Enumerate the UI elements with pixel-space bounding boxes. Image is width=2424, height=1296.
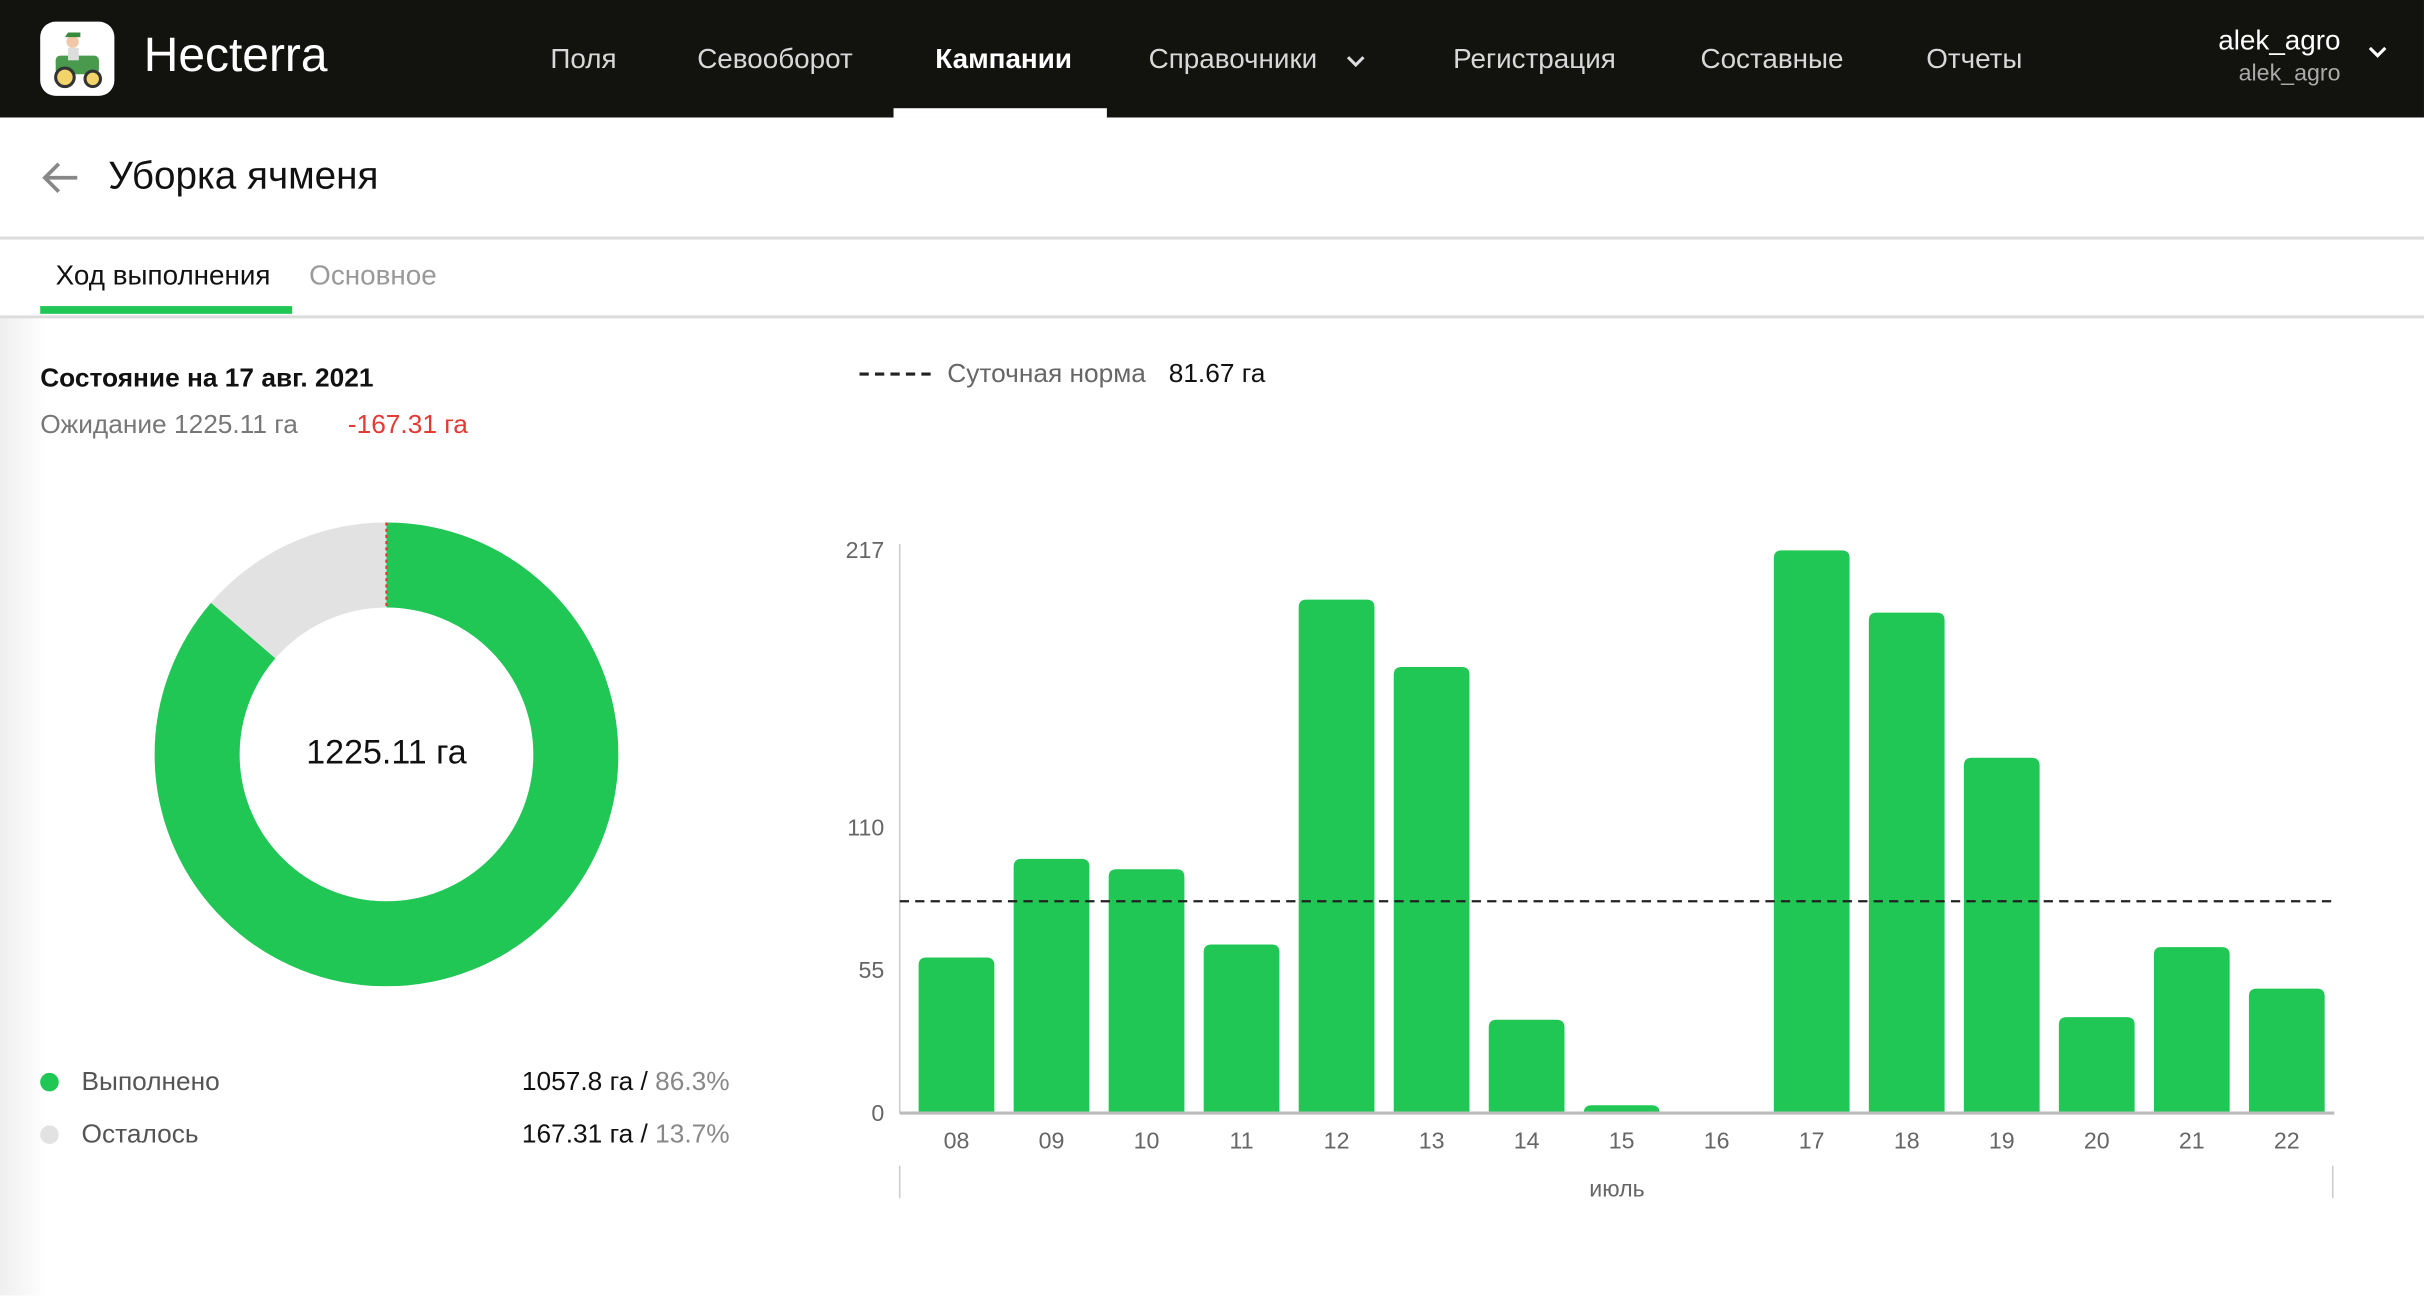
x-tick-label: 10	[1134, 1128, 1160, 1154]
x-tick-label: 12	[1324, 1128, 1350, 1154]
nav-directories-label: Справочники	[1148, 43, 1318, 75]
x-tick-label: 22	[2274, 1128, 2300, 1154]
x-tick-label: 09	[1039, 1128, 1065, 1154]
tab-main[interactable]: Основное	[309, 259, 437, 291]
y-tick-label: 0	[871, 1100, 884, 1126]
donut-chart	[154, 522, 619, 987]
nav-composite[interactable]: Составные	[1700, 43, 1844, 75]
x-tick-label: 18	[1894, 1128, 1920, 1154]
bar-22	[2248, 988, 2325, 1114]
x-tick-label: 20	[2084, 1128, 2110, 1154]
x-tick-label: 16	[1704, 1128, 1730, 1154]
user-login: alek_agro	[2238, 60, 2341, 87]
norm-label: Суточная норма	[947, 358, 1146, 389]
bar-13	[1393, 667, 1470, 1114]
x-tick-label: 19	[1989, 1128, 2015, 1154]
bar-08	[918, 957, 995, 1114]
legend-remaining: Осталось 167.31 га / 13.7%	[40, 1119, 730, 1150]
nav-active-indicator	[893, 108, 1107, 118]
legend-done-percent: 86.3%	[655, 1066, 730, 1097]
status-heading: Состояние на 17 авг. 2021	[40, 363, 374, 393]
nav-reports[interactable]: Отчеты	[1926, 43, 2023, 75]
bar-09	[1013, 858, 1090, 1114]
nav-directories[interactable]: Справочники	[1149, 43, 1366, 75]
bar-20	[2058, 1017, 2135, 1114]
x-tick-label: 08	[944, 1128, 970, 1154]
x-tick-label: 14	[1514, 1128, 1540, 1154]
bar-21	[2153, 947, 2230, 1114]
nav-crop-rotation[interactable]: Севооборот	[697, 43, 853, 75]
norm-value: 81.67 га	[1168, 358, 1266, 389]
bar-10	[1108, 869, 1185, 1114]
nav-registration[interactable]: Регистрация	[1453, 43, 1616, 75]
delta-area: -167.31 га	[347, 409, 468, 440]
done-dot-icon	[40, 1072, 59, 1092]
x-tick-label: 11	[1230, 1128, 1254, 1154]
x-tick-label: 17	[1799, 1128, 1825, 1154]
bar-chart: 0 55 110 217 08 09 10 11 12 13 14 15 16 17 18 19 20 21 22 и…	[846, 537, 2335, 1202]
page-header: Уборка ячменя	[0, 117, 2424, 240]
y-tick-label: 110	[847, 815, 884, 841]
legend-done: Выполнено 1057.8 га / 86.3%	[40, 1066, 730, 1098]
tab-progress[interactable]: Ход выполнения	[55, 259, 271, 291]
chart-legend: Суточная норма 81.67 га	[859, 358, 1266, 390]
brand-name: Hecterra	[143, 27, 328, 82]
tab-active-indicator	[40, 306, 293, 314]
chevron-down-icon	[1347, 56, 1365, 68]
user-name: alek_agro	[2218, 24, 2341, 56]
bar-12	[1298, 599, 1375, 1114]
nav-fields[interactable]: Поля	[550, 43, 617, 75]
remaining-dot-icon	[40, 1125, 59, 1144]
user-chevron-down-icon[interactable]	[2368, 46, 2387, 58]
x-tick-label: 13	[1419, 1128, 1445, 1154]
bar-11	[1203, 944, 1280, 1114]
bar-17	[1773, 550, 1850, 1114]
page-title: Уборка ячменя	[108, 154, 379, 198]
bar-14	[1488, 1019, 1565, 1114]
expected-area: Ожидание 1225.11 га	[40, 409, 298, 440]
legend-done-label: Выполнено	[81, 1066, 220, 1097]
legend-remaining-value: 167.31 га	[521, 1119, 634, 1149]
top-navbar: Hecterra Поля Севооборот Кампании Справо…	[0, 0, 2424, 118]
x-tick-label: 15	[1609, 1128, 1635, 1154]
y-tick-label: 55	[858, 957, 884, 983]
user-menu[interactable]: alek_agro alek_agro	[2218, 25, 2340, 87]
legend-remaining-label: Осталось	[81, 1119, 199, 1149]
legend-remaining-percent: 13.7%	[655, 1119, 730, 1149]
donut-center-label: 1225.11 га	[306, 732, 467, 772]
x-tick-label: 21	[2179, 1128, 2205, 1154]
y-tick-label: 217	[846, 537, 885, 563]
bar-19	[1963, 757, 2040, 1114]
tab-bar: Ход выполнения Основное	[0, 240, 2424, 319]
nav-campaigns[interactable]: Кампании	[935, 43, 1072, 75]
logo-tractor-icon[interactable]	[40, 21, 115, 96]
norm-line-icon	[859, 372, 931, 376]
donut-done-segment	[154, 522, 619, 987]
bar-15	[1583, 1105, 1660, 1114]
bar-18	[1868, 612, 1945, 1114]
back-arrow-icon[interactable]	[40, 158, 80, 198]
x-axis-month-label: июль	[1589, 1176, 1644, 1202]
legend-done-value: 1057.8 га	[521, 1066, 634, 1097]
left-shadow	[0, 318, 47, 1296]
